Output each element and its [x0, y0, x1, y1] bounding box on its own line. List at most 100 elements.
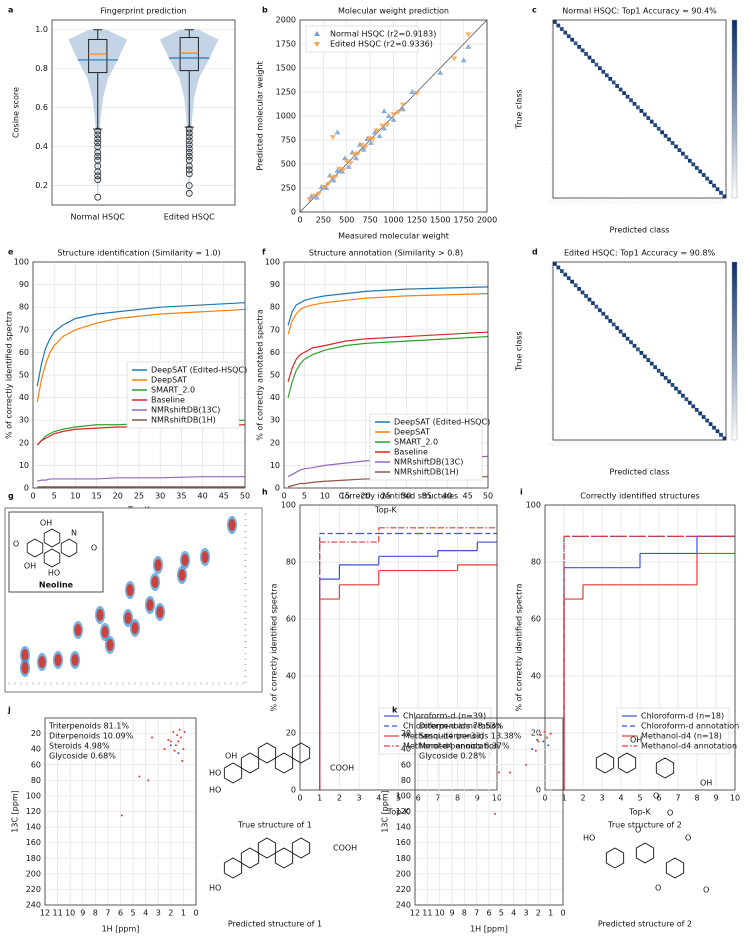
class-tick: [662, 197, 670, 205]
structure-ring: [665, 857, 685, 879]
heatmap-cell: [719, 432, 723, 437]
scatter-point: [323, 185, 330, 190]
y-tick-label: 180: [26, 854, 41, 863]
x-tick-label: 9: [713, 794, 718, 803]
heatmap-cell: [553, 262, 557, 266]
structure-ring: [257, 742, 277, 764]
class-tick: [659, 197, 666, 205]
legend-label: DeepSAT (Edited-HSQC): [394, 418, 490, 427]
scatter-point: [399, 106, 406, 112]
y-tick-label: 0: [291, 786, 296, 795]
x-tick-label: 35: [176, 492, 186, 501]
class-tick: [683, 439, 690, 447]
y-tick-label: 60: [19, 348, 29, 357]
legend-label: Baseline: [394, 448, 428, 457]
structure-ring: [257, 837, 277, 859]
y-tick-label: 160: [26, 838, 41, 847]
outlier: [94, 152, 102, 160]
chart-title: Edited HSQC: Top1 Accuracy = 90.8%: [564, 249, 716, 258]
x-tick-label: 3: [156, 909, 161, 918]
panel-letter: e: [8, 248, 14, 257]
y-tick-label: 40: [31, 745, 41, 754]
scatter-point: [381, 108, 388, 114]
heatmap-cell: [667, 137, 671, 142]
scatter-point: [334, 167, 341, 173]
class-tick: [586, 439, 593, 447]
class-tick: [704, 439, 711, 447]
legend-marker: [314, 31, 320, 36]
x-tick-label: 3: [599, 794, 604, 803]
heatmap-cell: [691, 162, 696, 167]
series-line: [37, 476, 245, 482]
y-tick-label: 20: [286, 729, 296, 738]
class-tick: [686, 197, 694, 205]
x-axis-label: 1H [ppm]: [102, 925, 140, 934]
chart-title: Structure annotation (Similarity > 0.8): [309, 249, 463, 258]
y-axis-label: % of correctly identified spectra: [5, 311, 14, 439]
ring: [43, 548, 61, 568]
x-tick-label: 9: [80, 909, 85, 918]
class-tick: [669, 439, 676, 447]
x-tick-label: 2: [168, 909, 173, 918]
panel-letter: d: [532, 248, 538, 257]
nmr-peak: [178, 728, 181, 731]
x-tick-label: 6: [656, 794, 661, 803]
heatmap-cell: [570, 37, 575, 42]
heatmap-cell: [698, 169, 703, 174]
scatter-point: [399, 102, 406, 108]
y-axis-label: Predicted molecular weight: [256, 61, 265, 170]
heatmap-cell: [677, 390, 682, 395]
peak-red: [178, 569, 186, 581]
scatter-point: [328, 175, 335, 181]
atom-label: OH: [225, 752, 237, 761]
ring: [26, 538, 44, 558]
x-tick-label: 8: [462, 909, 467, 918]
x-tick-label: 4: [511, 909, 516, 918]
scatter-point: [390, 116, 397, 122]
peak-red: [201, 551, 209, 563]
x-tick-label: 8: [694, 794, 699, 803]
peak-red: [38, 656, 46, 668]
outlier: [185, 182, 193, 189]
x-tick-label: Edited HSQC: [164, 213, 215, 222]
x-tick-label: 750: [362, 216, 377, 225]
class-tick: [648, 197, 656, 205]
x-tick-label: 2: [580, 794, 585, 803]
heatmap-cell: [591, 301, 595, 306]
heatmap-cell: [618, 87, 623, 92]
y-tick-label: 100: [396, 791, 411, 800]
y-tick-label: 240: [26, 901, 41, 910]
scatter-point: [368, 139, 375, 145]
peak-red: [154, 559, 162, 571]
heatmap-cell: [642, 354, 647, 359]
class-tick: [707, 439, 715, 447]
plot-frame: [299, 19, 488, 213]
class-tick: [579, 197, 587, 205]
x-tick-label: 10: [320, 492, 330, 501]
heatmap-cell: [701, 415, 706, 419]
y-tick-label: 30: [270, 416, 280, 425]
class-tick: [621, 197, 628, 205]
class-tick: [586, 197, 593, 205]
x-axis-label: Top-K: [387, 808, 410, 817]
colorbar: [731, 19, 738, 199]
annotation: Meroterpenoids 6.37%: [419, 742, 510, 751]
structure-ring: [617, 752, 637, 774]
structure-ring: [291, 837, 311, 859]
legend-label: Chloroform-d (n=39): [403, 712, 486, 721]
chart-title: Structure identification (Similarity = 1…: [57, 249, 220, 258]
outlier: [94, 135, 102, 143]
heatmap-cell: [553, 20, 557, 24]
x-tick-label: 1750: [453, 216, 473, 225]
heatmap-cell: [622, 333, 626, 338]
heatmap-cell: [708, 422, 713, 427]
y-tick-label: 240: [396, 901, 411, 910]
peak-red: [106, 639, 114, 651]
outlier: [94, 172, 102, 180]
class-tick: [617, 439, 625, 447]
peak-red: [74, 624, 82, 636]
heatmap-cell: [656, 368, 661, 373]
structure-caption: Predicted structure of 2: [598, 920, 692, 929]
nmr-peak: [525, 763, 527, 766]
